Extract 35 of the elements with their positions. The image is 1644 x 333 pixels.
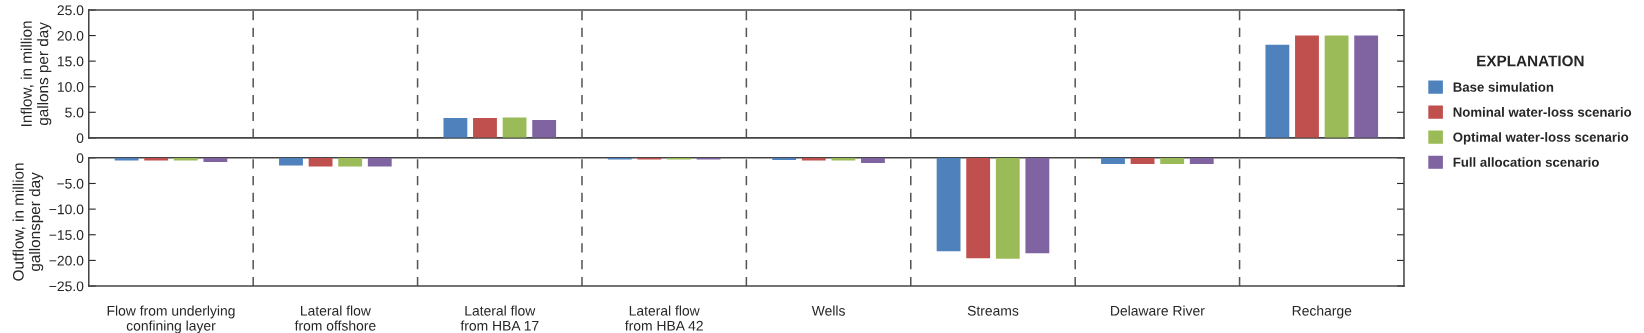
x-tick-label: Lateral flow from HBA 17 — [460, 305, 539, 331]
legend-label: Optimal water-loss scenario — [1453, 132, 1629, 145]
x-tick-label: Recharge — [1292, 305, 1352, 319]
y-tick-label: 0 — [76, 153, 84, 164]
bar — [1265, 44, 1290, 138]
bar — [1324, 35, 1349, 138]
y-tick-label: −25.0 — [49, 281, 84, 292]
y-tick-label: 20.0 — [57, 30, 84, 41]
bar — [532, 119, 557, 138]
legend-label: Full allocation scenario — [1453, 157, 1599, 167]
x-tick-label: Lateral flow from offshore — [294, 305, 376, 331]
x-tick-label: Streams — [967, 305, 1019, 316]
x-tick-label: Delaware River — [1111, 305, 1205, 316]
y-tick-label: −5.0 — [57, 178, 84, 189]
x-tick-label: Wells — [811, 305, 845, 316]
legend-label: Base simulation — [1453, 82, 1554, 92]
y-tick-label: −10.0 — [49, 204, 84, 215]
y-tick-label: 5.0 — [65, 107, 84, 118]
y-tick-label: 10.0 — [57, 82, 84, 92]
bar — [1295, 35, 1319, 138]
bar — [473, 117, 497, 138]
bar — [502, 117, 527, 138]
y-tick-label: 25.0 — [57, 5, 84, 16]
y-tick-label: 15.0 — [57, 56, 84, 67]
y-axis-title: Outflow, in million gallonsper day — [12, 163, 44, 281]
legend-label: Nominal water-loss scenario — [1453, 107, 1632, 117]
y-axis-title: Inflow, in million gallons per day — [20, 21, 52, 127]
y-tick-label: −20.0 — [49, 255, 84, 266]
y-tick-label: 0 — [76, 133, 84, 144]
y-tick-label: −15.0 — [49, 230, 84, 240]
bar — [1354, 35, 1379, 138]
x-tick-label: Flow from underlying confining layer — [107, 305, 235, 333]
legend-title: EXPLANATION — [1477, 55, 1584, 67]
x-tick-label: Lateral flow from HBA 42 — [625, 305, 703, 331]
bar — [443, 117, 468, 138]
